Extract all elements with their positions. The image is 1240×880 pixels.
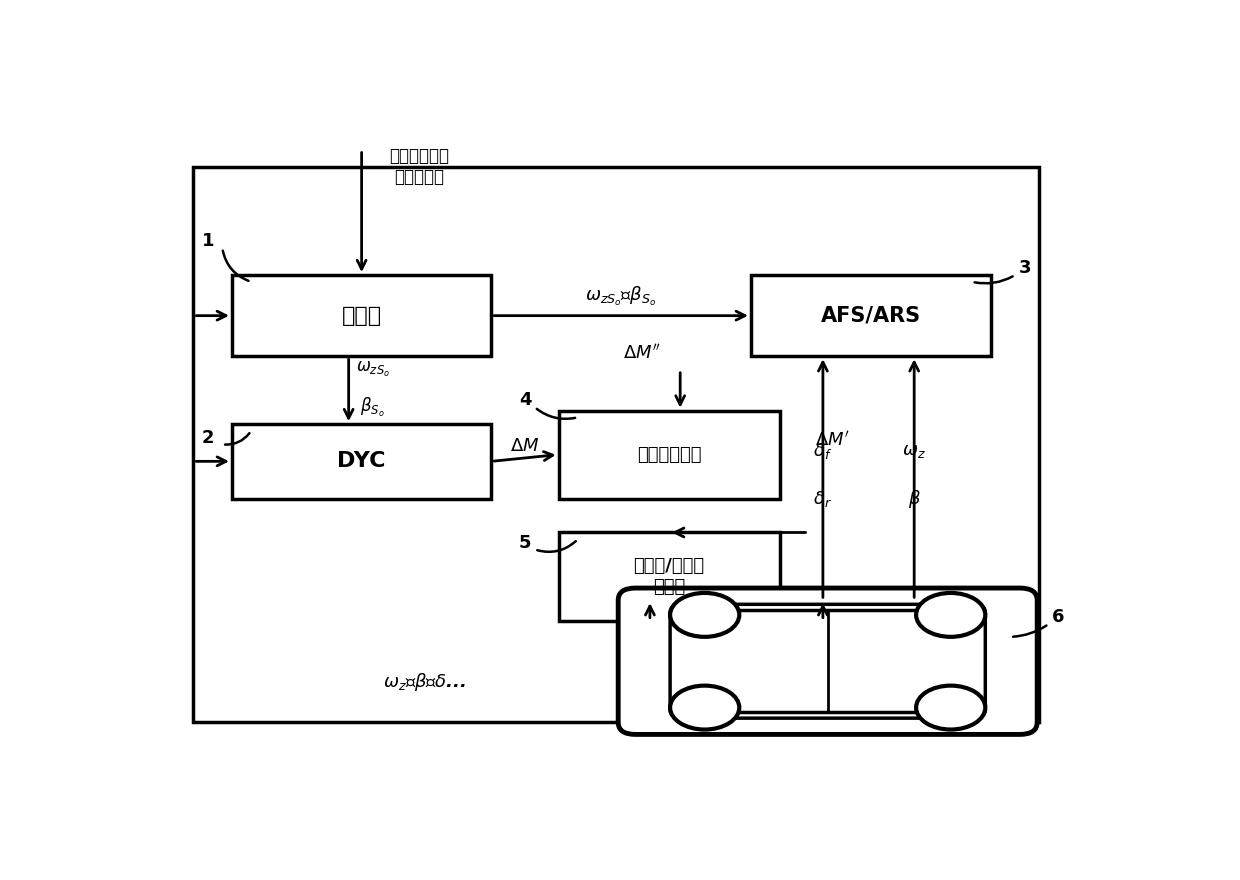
FancyBboxPatch shape [751, 275, 991, 356]
Ellipse shape [670, 593, 739, 637]
Text: $\beta$: $\beta$ [908, 488, 920, 510]
Text: $\omega_{zS_o}$、$\beta_{S_o}$: $\omega_{zS_o}$、$\beta_{S_o}$ [585, 285, 657, 308]
Text: AFS/ARS: AFS/ARS [821, 305, 921, 326]
Text: 5: 5 [518, 533, 531, 552]
Text: $\delta_r$: $\delta_r$ [813, 488, 832, 509]
Text: $\omega_z$: $\omega_z$ [903, 442, 926, 460]
Text: DYC: DYC [337, 451, 386, 472]
FancyBboxPatch shape [193, 166, 1039, 722]
Text: 的驾驶信号: 的驾驶信号 [394, 168, 444, 186]
Text: 驾驶员所提供: 驾驶员所提供 [389, 148, 449, 165]
FancyBboxPatch shape [232, 424, 491, 499]
Text: $\omega_z$、$\beta$、$\delta$...: $\omega_z$、$\beta$、$\delta$... [383, 671, 465, 693]
Ellipse shape [670, 686, 739, 730]
Text: $\omega_{zS_o}$: $\omega_{zS_o}$ [356, 360, 389, 379]
FancyBboxPatch shape [232, 275, 491, 356]
Text: 名义値: 名义値 [341, 305, 382, 326]
Text: $\beta_{S_o}$: $\beta_{S_o}$ [361, 396, 384, 419]
Ellipse shape [916, 593, 986, 637]
Text: $\Delta M'$: $\Delta M'$ [816, 430, 849, 449]
FancyBboxPatch shape [619, 588, 1037, 735]
Text: $\Delta M''$: $\Delta M''$ [622, 343, 661, 363]
Text: 制动力/驱动力
控制器: 制动力/驱动力 控制器 [634, 557, 704, 596]
Text: 3: 3 [1018, 260, 1030, 277]
Text: $\Delta M$: $\Delta M$ [511, 437, 539, 456]
FancyBboxPatch shape [558, 532, 780, 620]
Text: 2: 2 [202, 429, 215, 447]
Text: 4: 4 [518, 392, 531, 409]
Text: 1: 1 [202, 232, 215, 250]
FancyBboxPatch shape [558, 410, 780, 499]
Text: 6: 6 [1052, 608, 1065, 627]
FancyBboxPatch shape [670, 605, 986, 718]
Text: $\delta_f$: $\delta_f$ [813, 441, 832, 461]
Text: 分配系数模块: 分配系数模块 [637, 445, 702, 464]
Ellipse shape [916, 686, 986, 730]
